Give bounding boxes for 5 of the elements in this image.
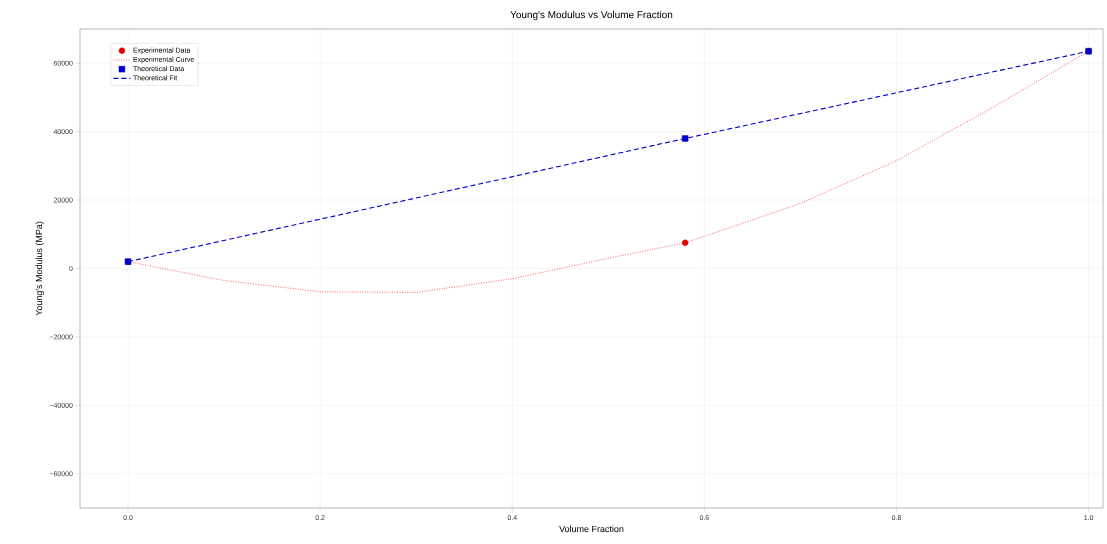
point <box>681 239 689 247</box>
chart-title: Young's Modulus vs Volume Fraction <box>510 10 673 21</box>
point <box>681 135 689 142</box>
y-axis-title: Young's Modulus (MPa) <box>35 221 44 316</box>
x-axis-title: Volume Fraction <box>559 525 624 533</box>
